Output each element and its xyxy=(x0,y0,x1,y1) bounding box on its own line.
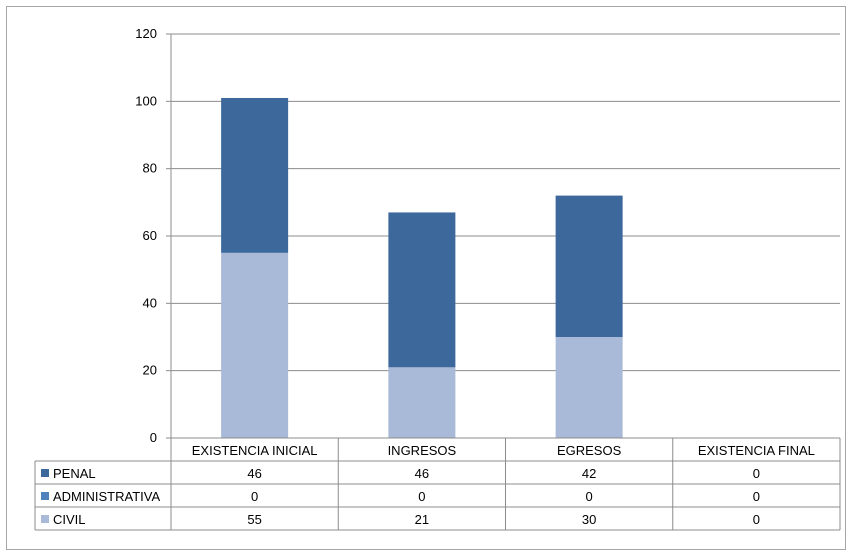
data-label: 30 xyxy=(582,512,596,527)
data-label: 55 xyxy=(247,512,261,527)
legend-label-penal: PENAL xyxy=(53,466,96,481)
data-label: 0 xyxy=(586,489,593,504)
y-tick-label: 0 xyxy=(150,430,157,445)
y-tick-label: 100 xyxy=(135,93,157,108)
bar-penal-1 xyxy=(221,97,289,253)
data-label: 0 xyxy=(418,489,425,504)
bar-civil-1 xyxy=(221,252,289,438)
data-label: 0 xyxy=(753,466,760,481)
category-label: EXISTENCIA INICIAL xyxy=(192,443,318,458)
data-label: 0 xyxy=(753,489,760,504)
y-tick-label: 60 xyxy=(143,228,157,243)
category-label: EGRESOS xyxy=(557,443,622,458)
category-label: INGRESOS xyxy=(388,443,457,458)
data-label: 21 xyxy=(415,512,429,527)
legend-label-civil: CIVIL xyxy=(53,512,86,527)
category-label: EXISTENCIA FINAL xyxy=(698,443,815,458)
legend-swatch-penal xyxy=(41,469,49,477)
legend-swatch-administrativa xyxy=(41,492,49,500)
y-tick-label: 80 xyxy=(143,161,157,176)
data-label: 46 xyxy=(247,466,261,481)
data-label: 0 xyxy=(251,489,258,504)
data-label: 42 xyxy=(582,466,596,481)
data-label: 0 xyxy=(753,512,760,527)
bar-civil-3 xyxy=(555,337,623,438)
bar-civil-2 xyxy=(388,367,456,438)
data-label: 46 xyxy=(415,466,429,481)
bar-penal-3 xyxy=(555,195,623,337)
legend-swatch-civil xyxy=(41,515,49,523)
y-tick-label: 120 xyxy=(135,26,157,41)
y-tick-label: 40 xyxy=(143,295,157,310)
y-tick-label: 20 xyxy=(143,363,157,378)
bar-penal-2 xyxy=(388,212,456,368)
legend-label-administrativa: ADMINISTRATIVA xyxy=(53,489,160,504)
